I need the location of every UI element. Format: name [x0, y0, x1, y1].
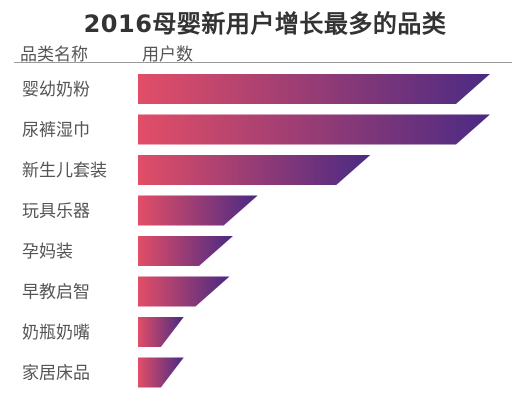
chart-title: 2016母婴新用户增长最多的品类 [83, 10, 447, 38]
header-divider [14, 62, 512, 63]
bars-group [138, 74, 490, 388]
category-label: 早教启智 [22, 283, 90, 303]
category-label: 孕妈装 [22, 242, 73, 262]
bar-1 [138, 74, 490, 104]
bar-4 [138, 195, 258, 226]
value-column-header: 用户数 [142, 45, 193, 65]
bar-8 [138, 357, 184, 388]
category-label: 婴幼奶粉 [22, 80, 90, 100]
bar-7 [138, 317, 184, 347]
category-label: 奶瓶奶嘴 [22, 323, 90, 343]
category-label: 家居床品 [22, 364, 90, 384]
bar-5 [138, 236, 234, 266]
bar-2 [138, 114, 490, 145]
category-label: 尿裤湿巾 [22, 121, 90, 141]
category-column-header: 品类名称 [20, 45, 88, 65]
bar-6 [138, 276, 230, 307]
category-label: 玩具乐器 [22, 202, 90, 222]
bar-3 [138, 155, 371, 185]
category-label: 新生儿套装 [22, 161, 107, 181]
